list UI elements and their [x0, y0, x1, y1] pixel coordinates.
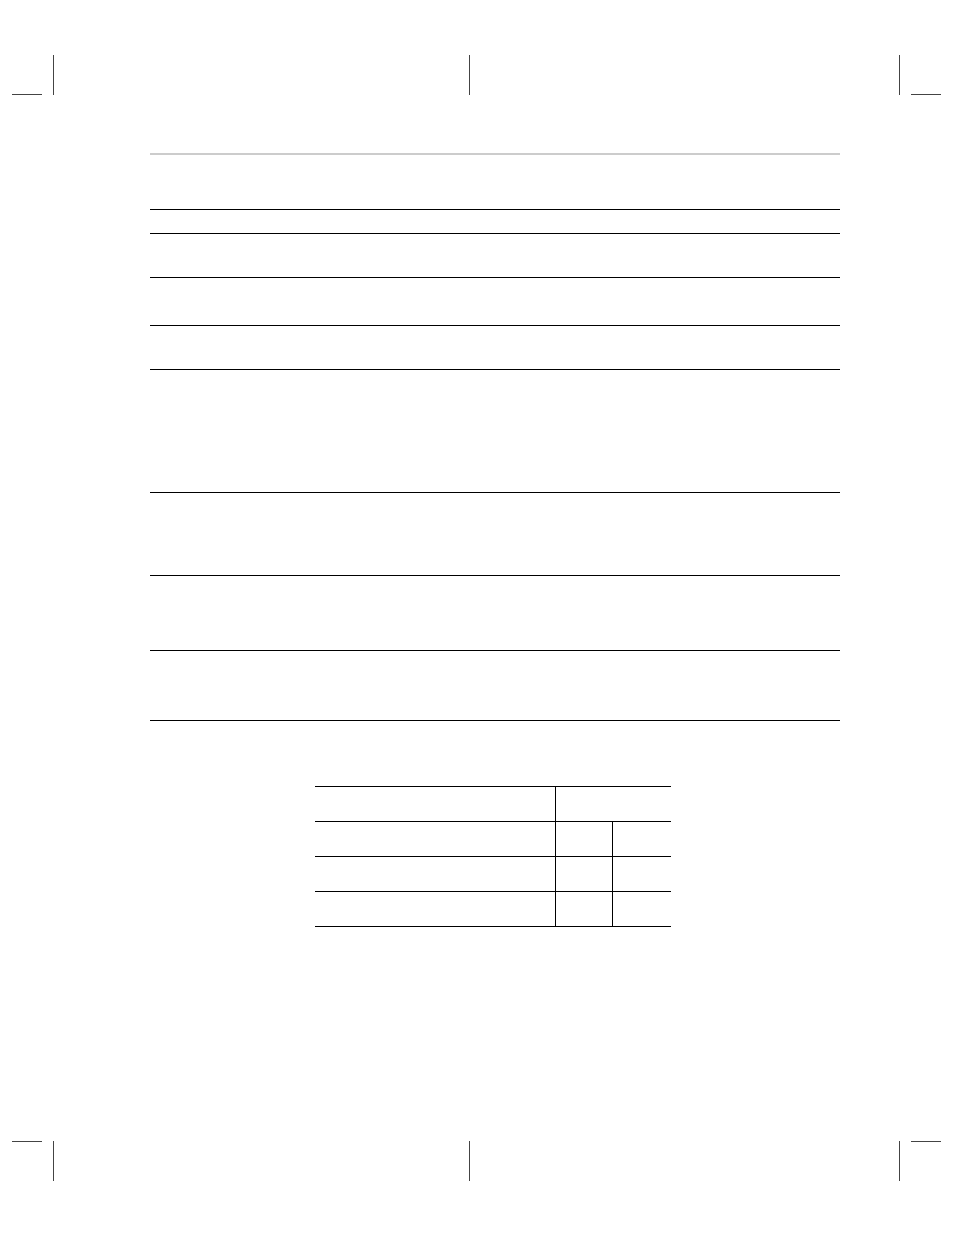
table-cell [613, 892, 672, 927]
horizontal-rule [150, 650, 840, 651]
horizontal-rule [150, 492, 840, 493]
table-cell [613, 822, 672, 857]
crop-mark [899, 55, 900, 95]
horizontal-rule [150, 369, 840, 370]
table-row [315, 822, 671, 857]
crop-mark [12, 94, 42, 95]
crop-mark [899, 1141, 900, 1181]
table-cell [556, 857, 613, 892]
table-cell [315, 857, 556, 892]
horizontal-rule [150, 233, 840, 234]
crop-mark [911, 94, 941, 95]
crop-mark [911, 1141, 941, 1142]
horizontal-rule [150, 325, 840, 326]
table-cell [315, 822, 556, 857]
table-cell [315, 892, 556, 927]
table-header-cell [315, 787, 556, 822]
horizontal-rule [150, 277, 840, 278]
table-cell [556, 892, 613, 927]
horizontal-rule [150, 209, 840, 210]
crop-mark [53, 1141, 54, 1181]
crop-mark [469, 55, 470, 95]
page [0, 0, 954, 1235]
table-cell [613, 857, 672, 892]
mini-table [315, 786, 671, 927]
horizontal-rule [150, 153, 840, 155]
horizontal-rule [150, 720, 840, 721]
table-row [315, 857, 671, 892]
horizontal-rule [150, 575, 840, 576]
table-cell [556, 822, 613, 857]
table-row [315, 892, 671, 927]
crop-mark [53, 55, 54, 95]
table-header-row [315, 787, 671, 822]
crop-mark [469, 1141, 470, 1181]
table-header-cell [556, 787, 672, 822]
crop-mark [12, 1141, 42, 1142]
